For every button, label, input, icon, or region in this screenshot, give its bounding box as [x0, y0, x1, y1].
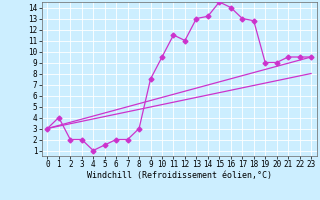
X-axis label: Windchill (Refroidissement éolien,°C): Windchill (Refroidissement éolien,°C) — [87, 171, 272, 180]
